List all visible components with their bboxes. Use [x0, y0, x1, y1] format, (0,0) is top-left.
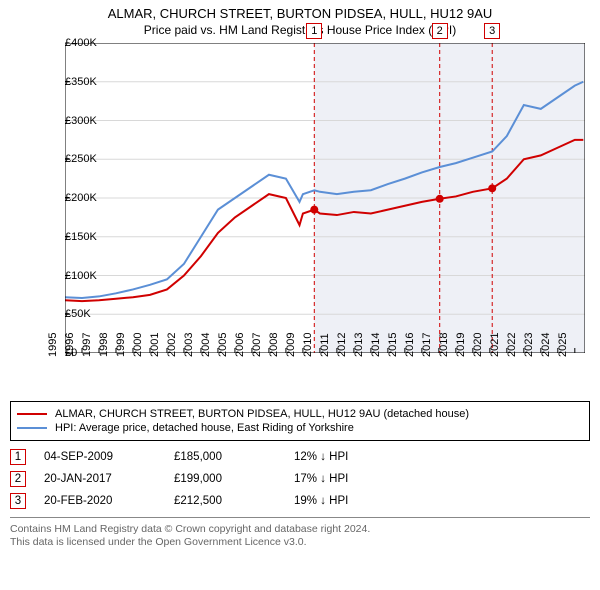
transaction-price: £212,500	[174, 495, 294, 507]
xtick-label: 2022	[506, 333, 518, 357]
xtick-label: 2017	[421, 333, 433, 357]
transaction-price: £185,000	[174, 451, 294, 463]
chart: £0£50K£100K£150K£200K£250K£300K£350K£400…	[15, 43, 585, 353]
legend-label: HPI: Average price, detached house, East…	[55, 422, 354, 434]
xtick-label: 2012	[336, 333, 348, 357]
xtick-label: 2003	[183, 333, 195, 357]
xtick-label: 2006	[234, 333, 246, 357]
sale-point	[488, 184, 496, 192]
transaction-diff: 12% ↓ HPI	[294, 451, 590, 463]
xtick-label: 2002	[166, 333, 178, 357]
chart-title-1: ALMAR, CHURCH STREET, BURTON PIDSEA, HUL…	[0, 6, 600, 21]
xtick-label: 2014	[370, 333, 382, 357]
chart-svg	[65, 43, 585, 353]
xtick-label: 2021	[489, 333, 501, 357]
transaction-row: 3 20-FEB-2020£212,50019% ↓ HPI	[10, 493, 590, 509]
transaction-diff: 17% ↓ HPI	[294, 473, 590, 485]
xtick-label: 2015	[387, 333, 399, 357]
transaction-row: 2 20-JAN-2017£199,00017% ↓ HPI	[10, 471, 590, 487]
footnote-line-1: Contains HM Land Registry data © Crown c…	[10, 523, 590, 535]
legend-swatch	[17, 427, 47, 429]
xtick-label: 1997	[81, 333, 93, 357]
xtick-label: 2020	[472, 333, 484, 357]
xtick-label: 2023	[523, 333, 535, 357]
chart-title-2: Price paid vs. HM Land Registry's House …	[0, 23, 600, 37]
transaction-marker: 2	[10, 471, 26, 487]
sale-point	[436, 195, 444, 203]
sale-marker-2: 2	[432, 23, 448, 39]
xtick-label: 2016	[404, 333, 416, 357]
chart-title-block: ALMAR, CHURCH STREET, BURTON PIDSEA, HUL…	[0, 0, 600, 37]
xtick-label: 1999	[115, 333, 127, 357]
xtick-label: 2019	[455, 333, 467, 357]
xtick-label: 2008	[268, 333, 280, 357]
xtick-label: 2025	[557, 333, 569, 357]
transaction-marker: 1	[10, 449, 26, 465]
transaction-diff: 19% ↓ HPI	[294, 495, 590, 507]
footnote-line-2: This data is licensed under the Open Gov…	[10, 536, 590, 548]
transaction-row: 1 04-SEP-2009£185,00012% ↓ HPI	[10, 449, 590, 465]
xtick-label: 2001	[149, 333, 161, 357]
transaction-marker: 3	[10, 493, 26, 509]
transaction-date: 20-FEB-2020	[44, 495, 174, 507]
legend-swatch	[17, 413, 47, 415]
legend-row: HPI: Average price, detached house, East…	[17, 422, 583, 434]
xtick-label: 2005	[217, 333, 229, 357]
xtick-label: 2004	[200, 333, 212, 357]
xtick-label: 1998	[98, 333, 110, 357]
legend-row: ALMAR, CHURCH STREET, BURTON PIDSEA, HUL…	[17, 408, 583, 420]
xtick-label: 2010	[302, 333, 314, 357]
sale-point	[310, 206, 318, 214]
transactions-table: 1 04-SEP-2009£185,00012% ↓ HPI 2 20-JAN-201…	[10, 449, 590, 509]
xtick-label: 2018	[438, 333, 450, 357]
sale-marker-3: 3	[484, 23, 500, 39]
transaction-price: £199,000	[174, 473, 294, 485]
xtick-label: 1996	[64, 333, 76, 357]
xtick-label: 2007	[251, 333, 263, 357]
xtick-label: 2009	[285, 333, 297, 357]
xtick-label: 1995	[47, 333, 59, 357]
legend-label: ALMAR, CHURCH STREET, BURTON PIDSEA, HUL…	[55, 408, 469, 420]
transaction-date: 20-JAN-2017	[44, 473, 174, 485]
xtick-label: 2013	[353, 333, 365, 357]
footnote: Contains HM Land Registry data © Crown c…	[10, 517, 590, 548]
legend: ALMAR, CHURCH STREET, BURTON PIDSEA, HUL…	[10, 401, 590, 441]
xtick-label: 2024	[540, 333, 552, 357]
xtick-label: 2000	[132, 333, 144, 357]
xtick-label: 2011	[319, 333, 331, 357]
transaction-date: 04-SEP-2009	[44, 451, 174, 463]
sale-marker-1: 1	[306, 23, 322, 39]
